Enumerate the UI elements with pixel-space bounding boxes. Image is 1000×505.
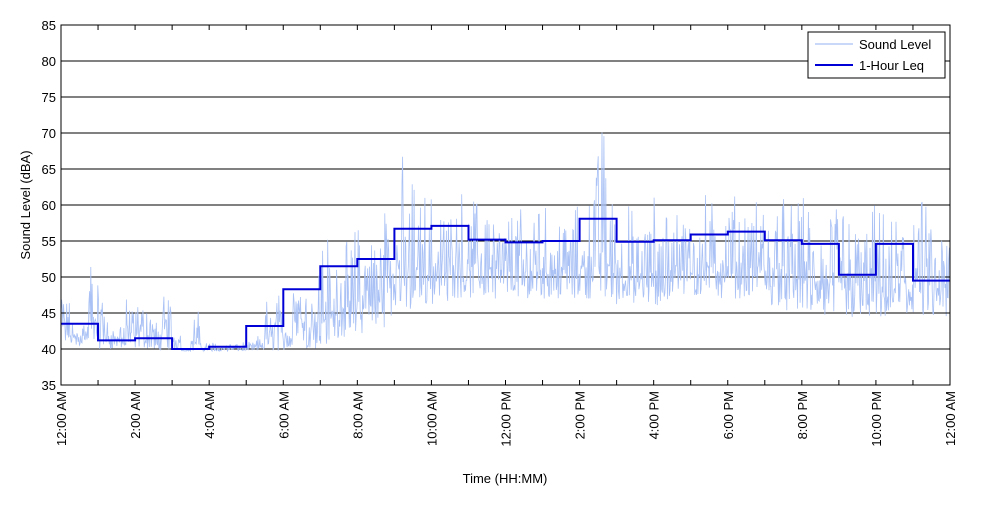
x-tick-label: 8:00 AM — [350, 391, 365, 439]
y-tick-label: 70 — [42, 126, 56, 141]
x-axis-label: Time (HH:MM) — [463, 471, 548, 486]
x-tick-label: 2:00 PM — [573, 391, 588, 439]
x-tick-label: 4:00 AM — [202, 391, 217, 439]
x-tick-label: 10:00 AM — [424, 391, 439, 446]
y-tick-label: 65 — [42, 162, 56, 177]
x-tick-label: 6:00 AM — [276, 391, 291, 439]
x-tick-label: 4:00 PM — [647, 391, 662, 439]
y-tick-label: 75 — [42, 90, 56, 105]
legend-sound-level-label: Sound Level — [859, 37, 931, 52]
leq-step-line — [61, 217, 950, 350]
x-tick-label: 12:00 AM — [54, 391, 69, 446]
x-tick-label: 10:00 PM — [869, 391, 884, 447]
y-axis-label: Sound Level (dBA) — [18, 150, 33, 259]
sound-level-series — [60, 132, 951, 353]
x-tick-label: 12:00 AM — [943, 391, 958, 446]
legend: Sound Level 1-Hour Leq — [807, 31, 946, 79]
y-tick-label: 45 — [42, 306, 56, 321]
x-tick-label: 8:00 PM — [795, 391, 810, 439]
legend-box — [807, 31, 946, 79]
x-tick-label: 2:00 AM — [128, 391, 143, 439]
leq-series — [61, 217, 950, 350]
y-tick-label: 35 — [42, 378, 56, 393]
y-tick-label: 85 — [42, 18, 56, 33]
y-tick-label: 50 — [42, 270, 56, 285]
x-tick-label: 6:00 PM — [721, 391, 736, 439]
x-axis: 12:00 AM 2:00 AM 4:00 AM 6:00 AM 8:00 AM 10:0… — [54, 25, 958, 447]
y-tick-label: 80 — [42, 54, 56, 69]
y-tick-label: 55 — [42, 234, 56, 249]
y-axis: 35 40 45 50 55 60 65 70 75 80 85 — [42, 18, 950, 393]
y-tick-label: 40 — [42, 342, 56, 357]
legend-leq-label: 1-Hour Leq — [859, 58, 924, 73]
sound-level-line — [60, 132, 951, 353]
x-tick-label: 12:00 PM — [499, 391, 514, 447]
y-tick-label: 60 — [42, 198, 56, 213]
